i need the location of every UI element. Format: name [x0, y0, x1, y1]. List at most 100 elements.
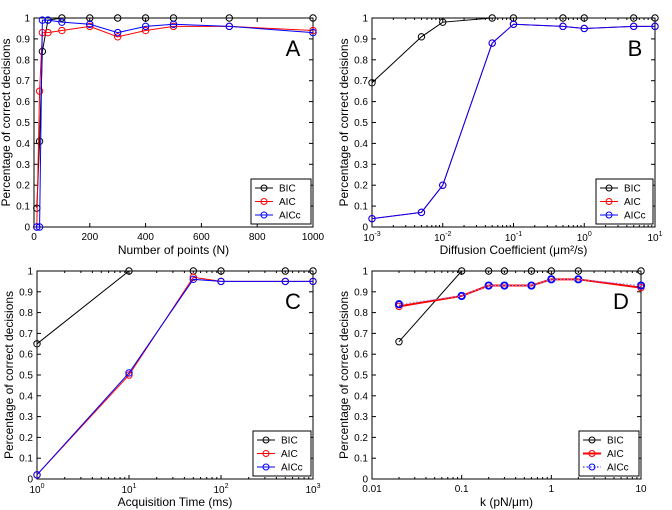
series-line	[398, 270, 641, 343]
legend-item: AICc	[255, 211, 301, 222]
y-tick-label: 0.5	[354, 118, 368, 129]
data-point	[439, 18, 447, 26]
data-point	[580, 24, 588, 33]
data-point	[651, 14, 659, 22]
legend-swatch-marker	[260, 198, 268, 205]
y-tick-label: 0.6	[19, 350, 33, 361]
panel-letter: D	[613, 289, 629, 314]
legend-label: BIC	[279, 184, 296, 195]
x-tick-label: 10	[635, 484, 647, 495]
panel-letter: B	[628, 36, 643, 61]
y-axis-title: Percentage of correct decisions	[337, 38, 351, 206]
data-point	[141, 14, 150, 22]
panel-b: 0 0.1 0.2 0.3 0.4 0.5 0.6 0.7 0.8 0.9 1 10-3 10-2 10-…	[337, 14, 663, 258]
series-aicc	[33, 275, 317, 479]
legend-swatch-marker	[588, 450, 596, 457]
x-tick-label: 1000	[302, 232, 325, 243]
x-tick-label: 200	[81, 232, 98, 243]
series-bic	[395, 267, 645, 346]
data-point	[169, 22, 178, 31]
x-tick-label: 103	[305, 483, 320, 496]
y-tick-label: 0.2	[354, 181, 368, 192]
y-tick-label: 0.3	[354, 160, 368, 171]
y-tick-label: 1	[27, 267, 33, 278]
data-point	[580, 14, 588, 22]
data-point	[417, 33, 426, 41]
data-point	[44, 28, 52, 37]
y-tick-label: 0.8	[16, 55, 30, 66]
y-tick-label: 0.1	[19, 454, 33, 465]
x-tick-label: 10-3	[363, 231, 380, 244]
legend-label: AICc	[281, 463, 303, 474]
x-tick-label: 400	[137, 232, 154, 243]
y-tick-label: 0.5	[354, 371, 368, 382]
legend-label: AIC	[281, 449, 298, 460]
x-axis-title: Acquisition Time (ms)	[118, 495, 233, 509]
legend-swatch-marker	[260, 211, 268, 219]
x-tick-label: 10-1	[505, 231, 522, 244]
x-tick-label: 1	[549, 484, 555, 495]
y-tick-label: 0.2	[16, 181, 30, 192]
data-point	[559, 14, 567, 22]
data-point	[114, 14, 122, 22]
data-point	[114, 33, 122, 41]
data-point	[33, 340, 41, 348]
x-tick-label: 600	[193, 232, 210, 243]
data-point	[125, 369, 133, 377]
y-tick-label: 0.1	[354, 202, 368, 213]
x-tick-label: 101	[121, 483, 136, 496]
y-axis-title: Percentage of correct decisions	[2, 291, 16, 459]
legend-swatch-marker	[262, 450, 270, 457]
y-tick-label: 0.7	[16, 76, 30, 87]
legend: BIC AIC AICc	[578, 430, 640, 477]
data-point	[58, 18, 66, 26]
x-tick-label: 800	[249, 232, 266, 243]
legend-item: AICc	[257, 463, 303, 474]
legend: BIC AIC AICc	[250, 178, 312, 225]
data-point	[35, 223, 44, 231]
series-line	[36, 278, 313, 476]
y-tick-label: 0.1	[16, 202, 30, 213]
data-point	[417, 208, 426, 217]
data-point	[86, 22, 94, 31]
data-point	[630, 22, 638, 31]
legend-swatch-marker	[605, 211, 613, 219]
data-point	[309, 267, 317, 275]
panel-c: 0 0.1 0.2 0.3 0.4 0.5 0.6 0.7 0.8 0.9 1 100 101 102 10…	[2, 267, 321, 510]
series-aicc	[368, 20, 659, 223]
data-point	[35, 87, 44, 95]
data-point	[527, 267, 536, 275]
data-point	[309, 14, 317, 22]
data-point	[33, 223, 41, 231]
data-point	[394, 300, 404, 309]
legend-swatch-marker	[260, 184, 268, 192]
legend-label: AIC	[279, 197, 296, 208]
series-line	[398, 278, 642, 308]
y-tick-label: 0.5	[19, 371, 33, 382]
y-tick-label: 0.3	[354, 412, 368, 423]
y-tick-label: 0.9	[354, 34, 368, 45]
x-tick-label: 0	[31, 232, 37, 243]
data-point	[35, 137, 44, 146]
y-tick-label: 0.7	[354, 329, 368, 340]
data-point	[58, 14, 66, 22]
y-tick-label: 0.5	[16, 118, 30, 129]
legend-swatch-marker	[588, 436, 596, 444]
legend-label: BIC	[607, 436, 624, 447]
data-point	[125, 371, 133, 379]
legend-label: BIC	[624, 184, 641, 195]
legend-label: AICc	[624, 211, 646, 222]
data-point	[141, 26, 150, 35]
series-line	[371, 17, 655, 84]
y-tick-label: 1	[24, 14, 30, 25]
y-tick-label: 0.6	[16, 97, 30, 108]
data-point	[309, 28, 317, 37]
data-point	[637, 267, 645, 275]
data-point	[169, 20, 178, 28]
data-point	[309, 277, 317, 286]
data-point	[651, 22, 659, 31]
legend-swatch-marker	[588, 463, 596, 471]
legend-label: BIC	[281, 436, 298, 447]
data-point	[33, 471, 41, 479]
